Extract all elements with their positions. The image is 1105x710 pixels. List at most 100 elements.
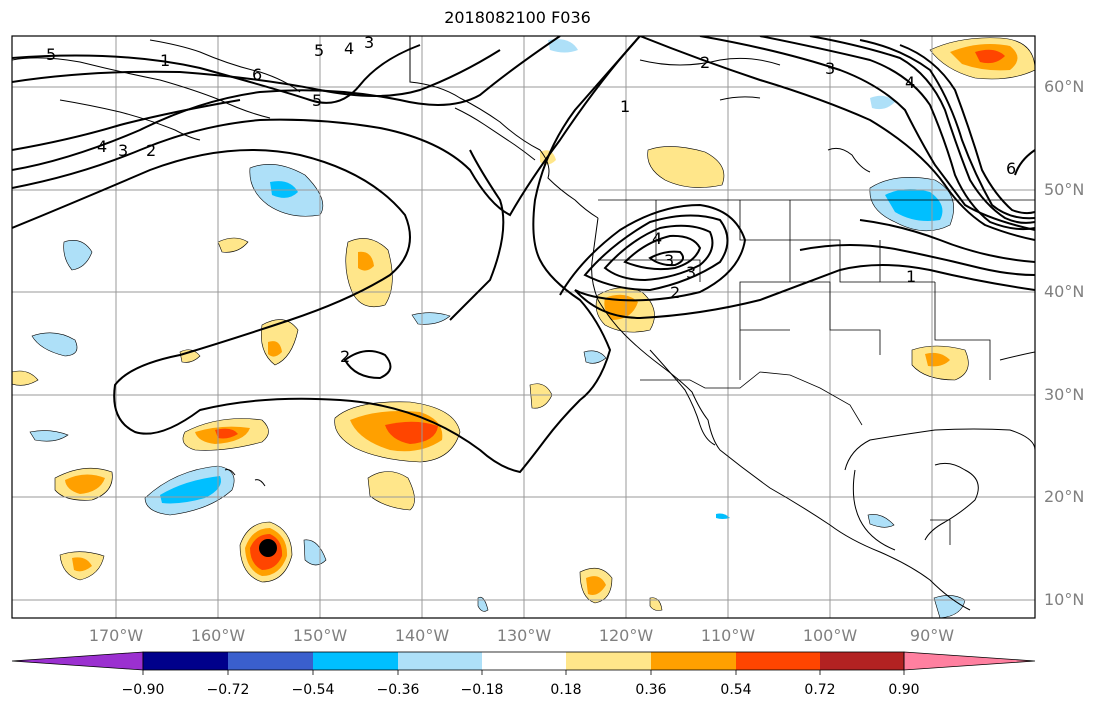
shade-patch xyxy=(12,370,39,386)
shade-patch xyxy=(867,514,895,528)
shade-patch xyxy=(261,319,299,366)
storm-center-marker xyxy=(259,539,277,557)
lat-label: 30°N xyxy=(1044,385,1085,404)
lon-label: 100°W xyxy=(802,626,858,645)
shade-patch xyxy=(215,428,238,439)
contour-label: 2 xyxy=(670,283,680,302)
shade-patch xyxy=(649,597,663,611)
height-contours xyxy=(12,36,1035,474)
shade-patch xyxy=(385,421,438,444)
shade-patch xyxy=(477,596,489,612)
shade-patch xyxy=(647,146,725,188)
colorbar-bin xyxy=(398,652,482,670)
contour-label: 3 xyxy=(118,141,128,160)
shade-patch xyxy=(529,383,553,409)
colorbar-tick-label: 0.54 xyxy=(720,682,752,698)
contour-label: 5 xyxy=(314,41,324,60)
colorbar-bin xyxy=(651,652,736,670)
colorbar-tick-label: 0.36 xyxy=(635,682,667,698)
shade-patch xyxy=(268,341,282,357)
colorbar-tick-label: 0.72 xyxy=(804,682,836,698)
colorbar-tick-label: −0.90 xyxy=(121,682,165,698)
colorbar-bin xyxy=(143,652,228,670)
shade-patch xyxy=(870,95,895,110)
shade-patch xyxy=(548,39,578,53)
colorbar-tick-label: −0.18 xyxy=(460,682,504,698)
contour-label: 4 xyxy=(905,73,915,92)
colorbar-min-extend xyxy=(11,651,144,671)
political-borders xyxy=(409,36,1035,545)
shade-patch xyxy=(217,237,249,253)
contour-label: 2 xyxy=(340,347,350,366)
contour-label: 4 xyxy=(97,137,107,156)
contour-label: 5 xyxy=(46,45,56,64)
shade-patch xyxy=(65,474,105,494)
shade-patch xyxy=(367,471,415,511)
lon-label: 120°W xyxy=(598,626,654,645)
graticule xyxy=(12,36,1035,618)
lon-label: 140°W xyxy=(394,626,450,645)
colorbar-tick-label: −0.54 xyxy=(291,682,335,698)
shade-patch xyxy=(975,49,1005,64)
lon-label: 150°W xyxy=(292,626,348,645)
shade-patch xyxy=(583,350,607,364)
shade-patch xyxy=(411,312,451,325)
lon-label: 160°W xyxy=(190,626,246,645)
contour-labels: 5 4 3 6 5 4 3 2 1 2 3 4 5 6 1 4 3 2 3 2 … xyxy=(46,33,1016,366)
shade-patch xyxy=(345,238,393,308)
shade-patch xyxy=(716,513,730,519)
lon-label: 90°W xyxy=(909,626,955,645)
plot-frame xyxy=(11,35,1036,619)
contour-label: 3 xyxy=(364,33,374,52)
lat-label: 60°N xyxy=(1044,77,1085,96)
shade-patch xyxy=(72,557,92,572)
lat-label: 50°N xyxy=(1044,180,1085,199)
shade-patch xyxy=(31,332,78,357)
colorbar-tick-label: −0.36 xyxy=(376,682,420,698)
contour-label: 1 xyxy=(160,51,170,70)
colorbar-frame xyxy=(142,651,905,671)
lat-label: 10°N xyxy=(1044,590,1085,609)
coastlines xyxy=(12,36,1035,611)
colorbar-bin xyxy=(228,652,313,670)
lon-label: 170°W xyxy=(88,626,144,645)
shade-patch xyxy=(925,352,950,367)
contour-label: 1 xyxy=(906,267,916,286)
contour-label: 3 xyxy=(664,251,674,270)
colorbar xyxy=(11,651,1036,675)
colorbar-bin xyxy=(820,652,904,670)
shade-patch xyxy=(270,181,298,198)
shade-patch xyxy=(358,251,374,271)
contour-label: 4 xyxy=(652,229,662,248)
contour-label: 3 xyxy=(825,59,835,78)
colorbar-bin xyxy=(566,652,651,670)
lon-label: 110°W xyxy=(700,626,756,645)
shade-patch xyxy=(63,240,93,271)
colorbar-bin xyxy=(736,652,820,670)
colorbar-bin xyxy=(482,652,566,670)
shade-patch xyxy=(885,189,943,221)
anomaly-shading xyxy=(12,37,1035,618)
contour-label: 5 xyxy=(312,91,322,110)
contour-label: 1 xyxy=(620,97,630,116)
contour-label: 4 xyxy=(344,39,354,58)
contour-label: 6 xyxy=(252,65,262,84)
lat-label: 40°N xyxy=(1044,282,1085,301)
contour-label: 2 xyxy=(146,141,156,160)
colorbar-tick-label: −0.72 xyxy=(206,682,250,698)
contour-label: 2 xyxy=(700,53,710,72)
colorbar-bin xyxy=(313,652,398,670)
shade-patch xyxy=(29,430,69,442)
shade-patch xyxy=(933,595,966,618)
lon-label: 130°W xyxy=(496,626,552,645)
contour-label: 3 xyxy=(686,263,696,282)
colorbar-max-extend xyxy=(903,651,1036,671)
contour-label: 6 xyxy=(1006,159,1016,178)
map-title: 2018082100 F036 xyxy=(444,8,591,27)
shade-patch xyxy=(303,539,327,566)
colorbar-tick-label: 0.18 xyxy=(550,682,582,698)
shade-patch xyxy=(586,576,606,595)
colorbar-tick-label: 0.90 xyxy=(888,682,920,698)
lat-label: 20°N xyxy=(1044,487,1085,506)
